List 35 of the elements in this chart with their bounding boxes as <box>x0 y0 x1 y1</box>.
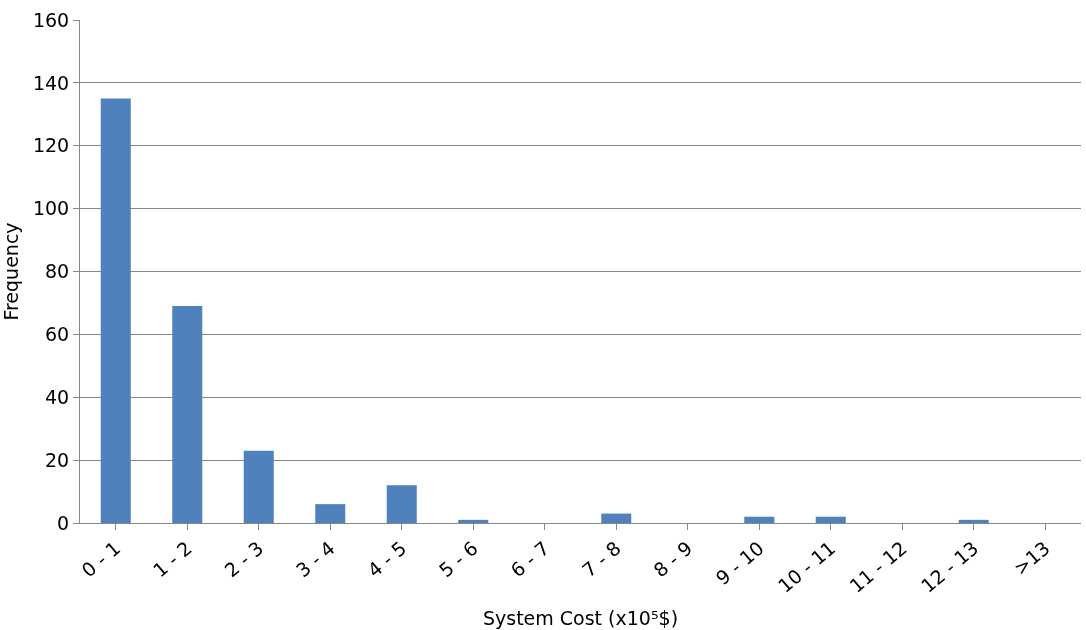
bar <box>386 485 417 523</box>
y-tick-label: 20 <box>45 448 70 471</box>
bar <box>744 516 775 523</box>
x-tick-label: 9 - 10 <box>711 536 768 590</box>
y-tick-label: 160 <box>32 8 70 31</box>
bar <box>172 306 203 523</box>
x-tick-label: 10 - 11 <box>773 536 840 597</box>
bar <box>315 504 346 523</box>
x-tick-label: 2 - 3 <box>220 536 268 582</box>
bar <box>601 513 632 523</box>
y-tick-label: 0 <box>57 511 70 534</box>
x-tick-label: 6 - 7 <box>506 536 554 582</box>
bar <box>243 450 274 523</box>
x-tick-label: >13 <box>1009 536 1054 580</box>
x-tick-label: 7 - 8 <box>577 536 625 582</box>
x-tick-label: 5 - 6 <box>434 536 482 582</box>
y-tick-label: 40 <box>45 385 70 408</box>
bar <box>100 98 131 523</box>
y-axis-title: Frequency <box>0 222 22 321</box>
y-tick-label: 60 <box>45 323 70 346</box>
x-tick-label: 1 - 2 <box>148 536 196 582</box>
x-axis-title: System Cost (x10⁵$) <box>482 606 679 629</box>
y-tick-label: 120 <box>32 134 70 157</box>
y-tick-label: 140 <box>32 71 70 94</box>
x-tick-label: 4 - 5 <box>363 536 411 582</box>
bar <box>458 519 489 523</box>
x-tick-label: 12 - 13 <box>916 536 983 597</box>
x-tick-label: 0 - 1 <box>77 536 125 582</box>
x-tick-label: 8 - 9 <box>649 536 697 582</box>
x-tick-label: 11 - 12 <box>845 536 911 597</box>
x-tick-label: 3 - 4 <box>291 536 339 582</box>
y-tick-label: 100 <box>32 197 70 220</box>
bar <box>815 516 846 523</box>
bar <box>958 519 989 523</box>
y-tick-label: 80 <box>45 260 70 283</box>
